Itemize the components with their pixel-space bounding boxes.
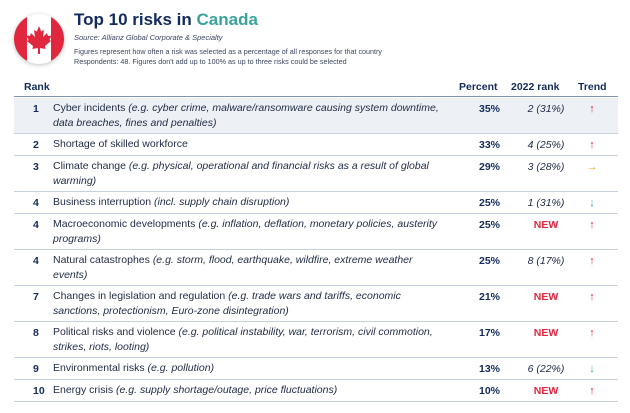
row-risk: Energy crisis (e.g. supply shortage/outa… — [53, 383, 443, 398]
risk-name: Environmental risks — [53, 362, 148, 374]
table-row: 10 Energy crisis (e.g. supply shortage/o… — [14, 380, 618, 402]
trend-down-icon: ↓ — [589, 197, 595, 209]
trend-up-icon: ↑ — [589, 219, 595, 231]
risk-name: Natural catastrophes — [53, 254, 153, 266]
risk-example: (e.g. cyber crime, malware/ransomware ca… — [53, 102, 439, 129]
page-title: Top 10 risks in Canada — [74, 10, 258, 30]
risk-name: Cyber incidents — [53, 102, 129, 114]
row-risk: Shortage of skilled workforce — [53, 137, 443, 152]
row-risk: Macroeconomic developments (e.g. inflati… — [53, 217, 443, 247]
table-row: 3 Climate change (e.g. physical, operati… — [14, 156, 618, 192]
row-2022-rank: 1 (31%) — [527, 197, 565, 209]
row-2022-rank-new-badge: NEW — [533, 327, 559, 339]
risk-example: (e.g. physical, operational and financia… — [53, 160, 429, 187]
risk-table: 1 Cyber incidents (e.g. cyber crime, mal… — [14, 98, 618, 402]
table-row: 4 Macroeconomic developments (e.g. infla… — [14, 214, 618, 250]
methodology-note: Figures represent how often a risk was s… — [74, 47, 594, 67]
risk-example: (incl. supply chain disruption) — [153, 196, 290, 208]
row-percent: 33% — [478, 139, 500, 151]
risk-example: (e.g. trade wars and tariffs, economic s… — [53, 290, 401, 317]
row-risk: Natural catastrophes (e.g. storm, flood,… — [53, 253, 443, 283]
row-risk: Business interruption (incl. supply chai… — [53, 195, 443, 210]
risk-example: (e.g. supply shortage/outage, price fluc… — [116, 384, 338, 396]
trend-up-icon: ↑ — [589, 291, 595, 303]
row-rank: 7 — [33, 291, 39, 303]
row-2022-rank: 6 (22%) — [527, 363, 565, 375]
canada-flag-icon — [14, 14, 64, 64]
row-percent: 10% — [478, 385, 500, 397]
row-rank: 4 — [33, 255, 39, 267]
row-rank: 4 — [33, 197, 39, 209]
risk-name: Climate change — [53, 160, 129, 172]
note-line-2: Respondents: 48. Figures don't add up to… — [74, 57, 347, 66]
row-2022-rank-new-badge: NEW — [533, 291, 559, 303]
trend-up-icon: ↑ — [589, 139, 595, 151]
risk-name: Business interruption — [53, 196, 154, 208]
row-percent: 21% — [478, 291, 500, 303]
trend-up-icon: ↑ — [589, 255, 595, 267]
row-risk: Changes in legislation and regulation (e… — [53, 289, 443, 319]
risk-example: (e.g. storm, flood, earthquake, wildfire… — [53, 254, 413, 281]
trend-down-icon: ↓ — [589, 363, 595, 375]
column-header-2022-rank: 2022 rank — [511, 81, 560, 93]
trend-up-icon: ↑ — [589, 327, 595, 339]
risk-name: Energy crisis — [53, 384, 117, 396]
row-2022-rank-new-badge: NEW — [533, 219, 559, 231]
trend-up-icon: ↑ — [589, 385, 595, 397]
risk-name: Shortage of skilled workforce — [53, 138, 188, 150]
row-risk: Climate change (e.g. physical, operation… — [53, 159, 443, 189]
table-row: 1 Cyber incidents (e.g. cyber crime, mal… — [14, 98, 618, 134]
table-header: Rank Percent 2022 rank Trend — [14, 79, 618, 97]
table-row: 2 Shortage of skilled workforce 33% 4 (2… — [14, 134, 618, 156]
column-header-trend: Trend — [578, 81, 607, 93]
risk-example: (e.g. political instability, war, terror… — [53, 326, 433, 353]
title-country: Canada — [196, 10, 258, 29]
row-rank: 8 — [33, 327, 39, 339]
table-row: 8 Political risks and violence (e.g. pol… — [14, 322, 618, 358]
risk-name: Macroeconomic developments — [53, 218, 199, 230]
row-percent: 29% — [478, 161, 500, 173]
trend-flat-icon: → — [586, 161, 598, 173]
row-risk: Cyber incidents (e.g. cyber crime, malwa… — [53, 101, 443, 131]
row-2022-rank-new-badge: NEW — [533, 385, 559, 397]
risk-name: Political risks and violence — [53, 326, 179, 338]
row-percent: 35% — [478, 103, 500, 115]
row-2022-rank: 2 (31%) — [527, 103, 565, 115]
source-note: Source: Allianz Global Corporate & Speci… — [74, 33, 223, 42]
table-row: 4 Natural catastrophes (e.g. storm, floo… — [14, 250, 618, 286]
row-rank: 9 — [33, 363, 39, 375]
row-risk: Environmental risks (e.g. pollution) — [53, 361, 443, 376]
risk-name: Changes in legislation and regulation — [53, 290, 229, 302]
row-2022-rank: 4 (25%) — [527, 139, 565, 151]
table-row: 9 Environmental risks (e.g. pollution) 1… — [14, 358, 618, 380]
risk-example: (e.g. pollution) — [147, 362, 215, 374]
row-2022-rank: 8 (17%) — [527, 255, 565, 267]
row-percent: 25% — [478, 219, 500, 231]
row-2022-rank: 3 (28%) — [527, 161, 565, 173]
row-rank: 4 — [33, 219, 39, 231]
row-percent: 17% — [478, 327, 500, 339]
table-row: 4 Business interruption (incl. supply ch… — [14, 192, 618, 214]
risk-example: (e.g. inflation, deflation, monetary pol… — [53, 218, 438, 245]
row-percent: 25% — [478, 197, 500, 209]
note-line-1: Figures represent how often a risk was s… — [74, 47, 383, 56]
title-text: Top 10 risks in — [74, 10, 192, 29]
column-header-rank: Rank — [24, 81, 50, 93]
row-rank: 2 — [33, 139, 39, 151]
row-rank: 3 — [33, 161, 39, 173]
column-header-percent: Percent — [459, 81, 498, 93]
row-rank: 1 — [33, 103, 39, 115]
row-percent: 13% — [478, 363, 500, 375]
row-rank: 10 — [33, 385, 45, 397]
table-row: 7 Changes in legislation and regulation … — [14, 286, 618, 322]
trend-up-icon: ↑ — [589, 103, 595, 115]
row-risk: Political risks and violence (e.g. polit… — [53, 325, 443, 355]
row-percent: 25% — [478, 255, 500, 267]
